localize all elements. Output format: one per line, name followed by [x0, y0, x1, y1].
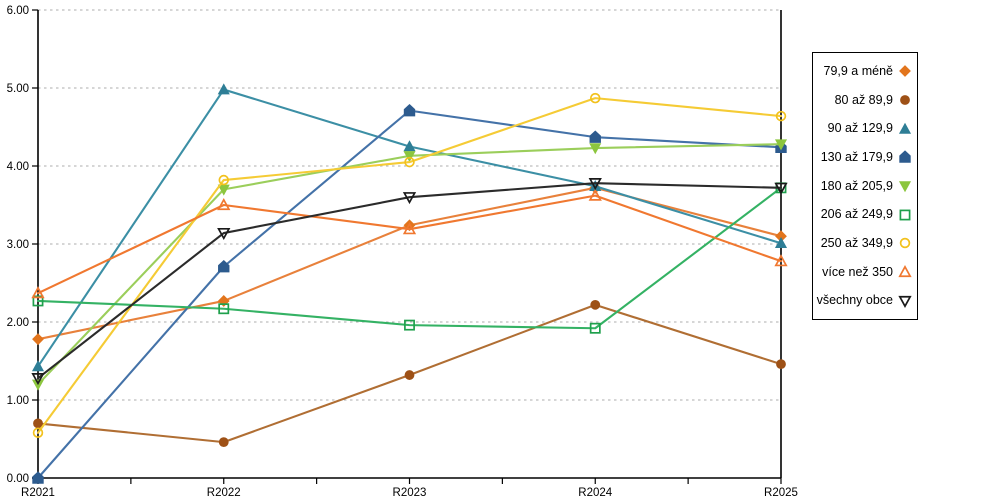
triangle-down-open-marker-icon [898, 295, 912, 308]
legend-item: 79,9 a méně [815, 64, 912, 78]
series-8-line [31, 188, 788, 299]
triangle-up-open-marker-icon [898, 264, 912, 278]
legend-item-label: všechny obce [816, 293, 893, 308]
legend-item: 90 až 129,9 [815, 122, 912, 136]
legend-item: všechny obce [815, 294, 912, 308]
series-7-line [32, 92, 787, 439]
x-tick-label: R2024 [578, 487, 612, 499]
triangle-down-filled-marker-icon [898, 181, 912, 193]
legend-item: 250 až 349,9 [815, 236, 912, 250]
legend-item: 180 až 205,9 [815, 179, 912, 193]
series-5-line [31, 139, 788, 391]
legend-item-label: 79,9 a méně [823, 64, 894, 79]
x-tick-label: R2025 [764, 487, 798, 499]
legend-item-label: 206 až 249,9 [820, 207, 893, 222]
pentagon-filled-marker-icon [899, 150, 911, 163]
x-axis-labels: R2021 R2022 R2023 R2024 R2025 [21, 478, 798, 499]
legend-item-label: 180 až 205,9 [820, 178, 893, 193]
y-tick-label: 3.00 [7, 239, 29, 251]
legend-item: více než 350 [815, 264, 912, 279]
y-tick-label: 2.00 [7, 317, 29, 329]
legend-item-label: 130 až 179,9 [820, 150, 893, 165]
series-2-line [33, 299, 786, 448]
legend-item-label: 90 až 129,9 [827, 121, 893, 136]
x-tick-label: R2021 [21, 487, 55, 499]
triangle-up-filled-marker-icon [898, 122, 912, 134]
series-6-line [32, 182, 787, 334]
series-3-line [31, 83, 788, 372]
diamond-filled-marker-icon [899, 65, 911, 78]
y-tick-label: 0.00 [7, 473, 29, 485]
y-tick-label: 6.00 [7, 5, 29, 17]
x-tick-label: R2023 [393, 487, 427, 499]
legend-item-label: 250 až 349,9 [820, 236, 893, 251]
y-tick-label: 4.00 [7, 161, 29, 173]
y-tick-label: 1.00 [7, 395, 29, 407]
legend-item-label: více než 350 [822, 264, 893, 279]
y-tick-label: 5.00 [7, 83, 29, 95]
legend-item: 130 až 179,9 [815, 150, 912, 164]
circle-open-marker-icon [899, 238, 911, 249]
series-9-line [31, 178, 788, 386]
y-axis-labels: 0.00 1.00 2.00 3.00 4.00 5.00 6.00 [7, 5, 38, 485]
x-tick-label: R2022 [207, 487, 241, 499]
legend-item-label: 80 až 89,9 [834, 92, 893, 107]
legend: 79,9 a méně 80 až 89,9 90 až 129,9 130 až 1… [812, 52, 918, 320]
square-open-marker-icon [899, 209, 911, 221]
gridlines [38, 9, 781, 401]
legend-item: 206 až 249,9 [815, 208, 912, 222]
circle-filled-marker-icon [900, 95, 910, 105]
legend-item: 80 až 89,9 [815, 93, 912, 107]
